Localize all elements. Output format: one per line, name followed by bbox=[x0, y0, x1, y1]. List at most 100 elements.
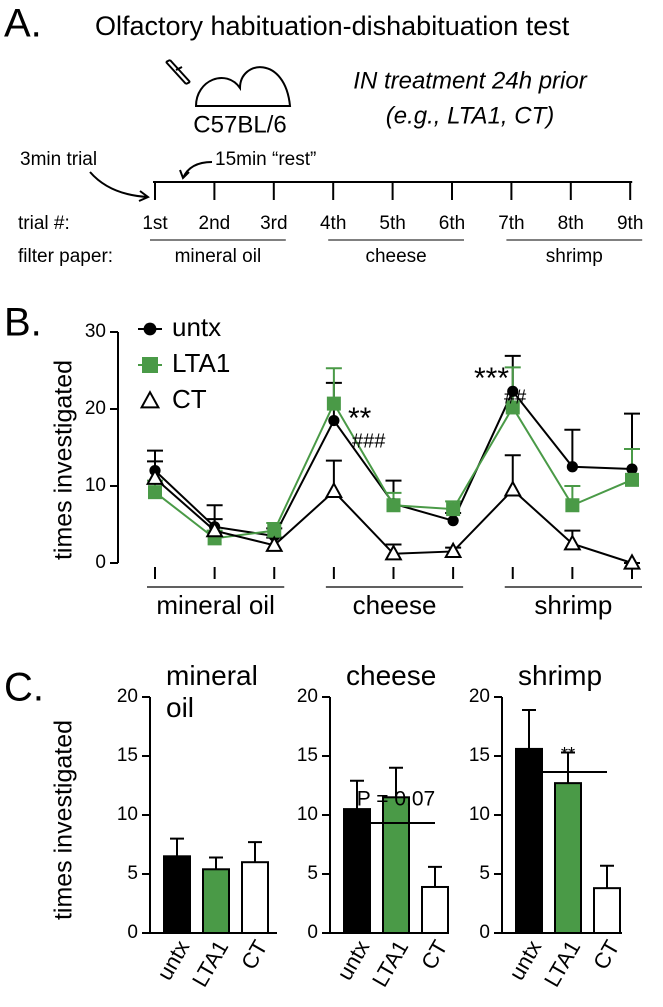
bar bbox=[343, 808, 371, 934]
title-box: shrimp bbox=[518, 660, 603, 691]
trial: 5th bbox=[379, 213, 405, 234]
title-box: cheese bbox=[346, 660, 437, 691]
y-tick-label: 0 bbox=[307, 922, 318, 943]
error-bar bbox=[522, 708, 536, 749]
error-bar bbox=[350, 779, 364, 810]
error-bar bbox=[561, 751, 575, 784]
filter-group: shrimp bbox=[546, 246, 603, 267]
data-point bbox=[265, 535, 284, 552]
mouse-strain: C57BL/6 bbox=[193, 111, 286, 138]
group-label: mineral oil bbox=[156, 590, 275, 620]
trial: 7th bbox=[498, 213, 524, 234]
data-point bbox=[566, 461, 578, 473]
legend-label: untx bbox=[172, 312, 221, 342]
series-line bbox=[154, 401, 633, 540]
y-tick-label: 15 bbox=[297, 745, 318, 766]
trial: 3rd bbox=[260, 213, 287, 234]
treatment: IN treatment 24h prior bbox=[353, 67, 587, 94]
y-tick-label: 30 bbox=[85, 321, 106, 342]
data-point bbox=[625, 472, 639, 487]
filter-group: mineral oil bbox=[175, 246, 262, 267]
error-bar bbox=[600, 864, 614, 889]
error-bar bbox=[389, 766, 403, 798]
data-point bbox=[384, 543, 403, 561]
x-tick-label: CT bbox=[416, 936, 452, 974]
trial: 2nd bbox=[199, 213, 231, 234]
x-tick-label: LTA1 bbox=[187, 936, 233, 991]
significance: ## bbox=[504, 386, 527, 408]
significance: ### bbox=[352, 430, 386, 452]
chart-title: cheese bbox=[346, 660, 437, 691]
bar bbox=[241, 861, 269, 935]
y-tick-label: 15 bbox=[469, 745, 490, 766]
bar bbox=[382, 796, 410, 934]
y-tick-label: 10 bbox=[85, 475, 106, 496]
y-tick-label: 0 bbox=[479, 922, 490, 943]
y-tick-label: 0 bbox=[95, 552, 106, 573]
x-tick-label: LTA1 bbox=[539, 936, 585, 991]
data-point bbox=[622, 553, 642, 570]
treatment-example: (e.g., LTA1, CT) bbox=[386, 102, 554, 129]
data-point bbox=[267, 523, 282, 538]
y-axis-label: times investigated bbox=[50, 720, 78, 920]
bar bbox=[421, 885, 449, 934]
chart-title: shrimp bbox=[518, 660, 603, 691]
significance: *** bbox=[474, 362, 509, 395]
bar bbox=[593, 887, 621, 934]
error-bar bbox=[209, 856, 223, 870]
error-bar bbox=[170, 837, 184, 857]
y-tick-label: 5 bbox=[307, 863, 318, 884]
data-point bbox=[446, 502, 461, 517]
data-point bbox=[324, 481, 343, 498]
chart-title: mineral oil bbox=[166, 660, 258, 723]
legend-label: CT bbox=[172, 384, 207, 414]
bar bbox=[202, 868, 230, 935]
error-bar bbox=[564, 428, 581, 467]
trial: 9th bbox=[617, 213, 643, 234]
filter-label: filter paper: bbox=[18, 246, 113, 267]
bar bbox=[554, 782, 582, 935]
data-point bbox=[444, 541, 463, 559]
data-point bbox=[565, 498, 580, 513]
y-tick-label: 20 bbox=[469, 686, 490, 707]
panel-label: A. bbox=[4, 2, 42, 46]
series-line bbox=[154, 389, 633, 538]
arrow bbox=[179, 161, 213, 180]
x-tick-label: CT bbox=[236, 936, 272, 974]
x-tick-label: CT bbox=[588, 936, 624, 974]
mouse-icon bbox=[165, 59, 292, 107]
data-point bbox=[205, 520, 224, 538]
filter-group: cheese bbox=[365, 246, 426, 267]
data-point bbox=[563, 533, 582, 551]
significance: ** bbox=[348, 402, 372, 435]
significance: P = 0.07 bbox=[357, 788, 435, 811]
y-tick-label: 5 bbox=[479, 863, 490, 884]
x-tick-label: LTA1 bbox=[367, 936, 413, 991]
y-tick-label: 10 bbox=[117, 804, 138, 825]
data-point bbox=[145, 468, 165, 485]
panel-label: B. bbox=[4, 301, 42, 345]
data-point bbox=[386, 498, 401, 513]
y-tick-label: 0 bbox=[127, 922, 138, 943]
bar bbox=[515, 747, 543, 934]
bar bbox=[163, 855, 191, 934]
data-point bbox=[148, 485, 162, 500]
data-point bbox=[328, 414, 340, 427]
arrow bbox=[89, 171, 150, 202]
trial: 8th bbox=[558, 213, 584, 234]
trial: 1st bbox=[142, 213, 168, 234]
title-box: mineral oil bbox=[166, 660, 258, 723]
y-tick-label: 5 bbox=[127, 863, 138, 884]
trial: 6th bbox=[439, 213, 465, 234]
legend-label: LTA1 bbox=[172, 348, 230, 378]
y-tick-label: 15 bbox=[117, 745, 138, 766]
significance: ** bbox=[561, 744, 575, 764]
trial-label: trial #: bbox=[18, 213, 70, 234]
trial-duration: 3min trial bbox=[20, 149, 97, 170]
y-tick-label: 10 bbox=[469, 804, 490, 825]
data-point bbox=[626, 463, 638, 475]
group-label: cheese bbox=[353, 590, 437, 620]
y-tick-label: 20 bbox=[297, 686, 318, 707]
y-tick-label: 10 bbox=[297, 804, 318, 825]
